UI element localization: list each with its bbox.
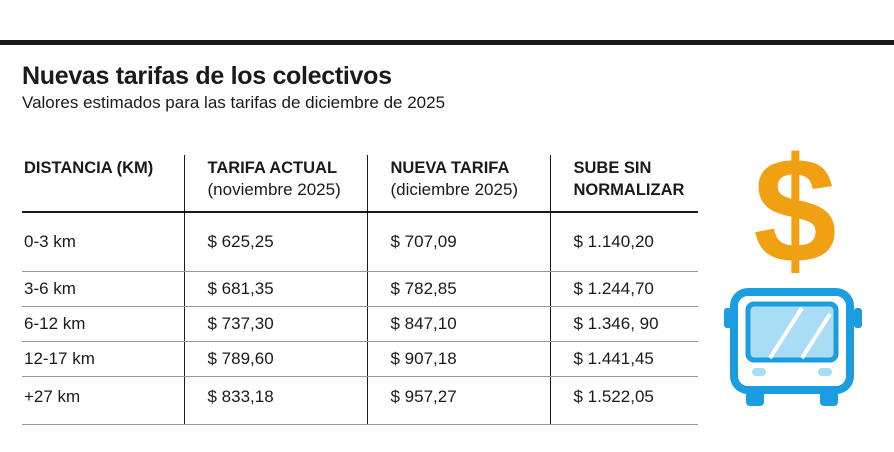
table-row: 12-17 km $ 789,60 $ 907,18 $ 1.441,45 xyxy=(22,341,698,377)
column-title: TARIFA ACTUAL xyxy=(207,159,338,177)
svg-text:$: $ xyxy=(753,150,836,280)
table-cell: +27 km xyxy=(22,376,184,425)
title: Nuevas tarifas de los colectivos xyxy=(22,62,392,90)
table-cell: $ 1.441,45 xyxy=(549,341,698,377)
table-cell: 6-12 km xyxy=(22,306,184,342)
dollar-icon: $ xyxy=(753,150,836,280)
column-title: NUEVA TARIFA xyxy=(390,159,510,177)
table-cell: $ 707,09 xyxy=(366,212,550,272)
table-cell: $ 957,27 xyxy=(366,376,550,425)
table-cell: $ 681,35 xyxy=(183,271,367,307)
table-cell: $ 737,30 xyxy=(183,306,367,342)
column-header: DISTANCIA (KM) xyxy=(22,155,184,213)
table-cell: $ 789,60 xyxy=(183,341,367,377)
header-row: DISTANCIA (KM) TARIFA ACTUAL (noviembre 20… xyxy=(22,155,698,213)
table-cell: $ 1.140,20 xyxy=(549,212,698,272)
table-cell: 0-3 km xyxy=(22,212,184,272)
column-header: SUBE SIN NORMALIZAR xyxy=(549,155,698,213)
table-cell: 12-17 km xyxy=(22,341,184,377)
table-cell: $ 782,85 xyxy=(366,271,550,307)
bus-icon xyxy=(724,288,862,406)
table-row: 6-12 km $ 737,30 $ 847,10 $ 1.346, 90 xyxy=(22,306,698,342)
column-note: (noviembre 2025) xyxy=(207,180,341,199)
table-cell: $ 1.346, 90 xyxy=(549,306,698,342)
top-rule xyxy=(0,40,894,45)
table-row: +27 km $ 833,18 $ 957,27 $ 1.522,05 xyxy=(22,376,698,425)
column-note: (diciembre 2025) xyxy=(390,180,519,199)
table-row: 3-6 km $ 681,35 $ 782,85 $ 1.244,70 xyxy=(22,271,698,307)
column-title: DISTANCIA (KM) xyxy=(24,159,154,177)
table-cell: $ 1.244,70 xyxy=(549,271,698,307)
table-cell: $ 833,18 xyxy=(183,376,367,425)
table-row: 0-3 km $ 625,25 $ 707,09 $ 1.140,20 xyxy=(22,212,698,272)
fare-table: DISTANCIA (KM) TARIFA ACTUAL (noviembre 20… xyxy=(22,155,698,425)
table-cell: $ 847,10 xyxy=(366,306,550,342)
column-header: NUEVA TARIFA (diciembre 2025) xyxy=(366,155,550,213)
table-cell: 3-6 km xyxy=(22,271,184,307)
column-header: TARIFA ACTUAL (noviembre 2025) xyxy=(183,155,367,213)
table-cell: $ 625,25 xyxy=(183,212,367,272)
column-title: SUBE SIN xyxy=(573,159,652,177)
table-cell: $ 1.522,05 xyxy=(549,376,698,425)
subtitle: Valores estimados para las tarifas de di… xyxy=(22,93,446,112)
table-cell: $ 907,18 xyxy=(366,341,550,377)
column-title: NORMALIZAR xyxy=(573,181,685,199)
